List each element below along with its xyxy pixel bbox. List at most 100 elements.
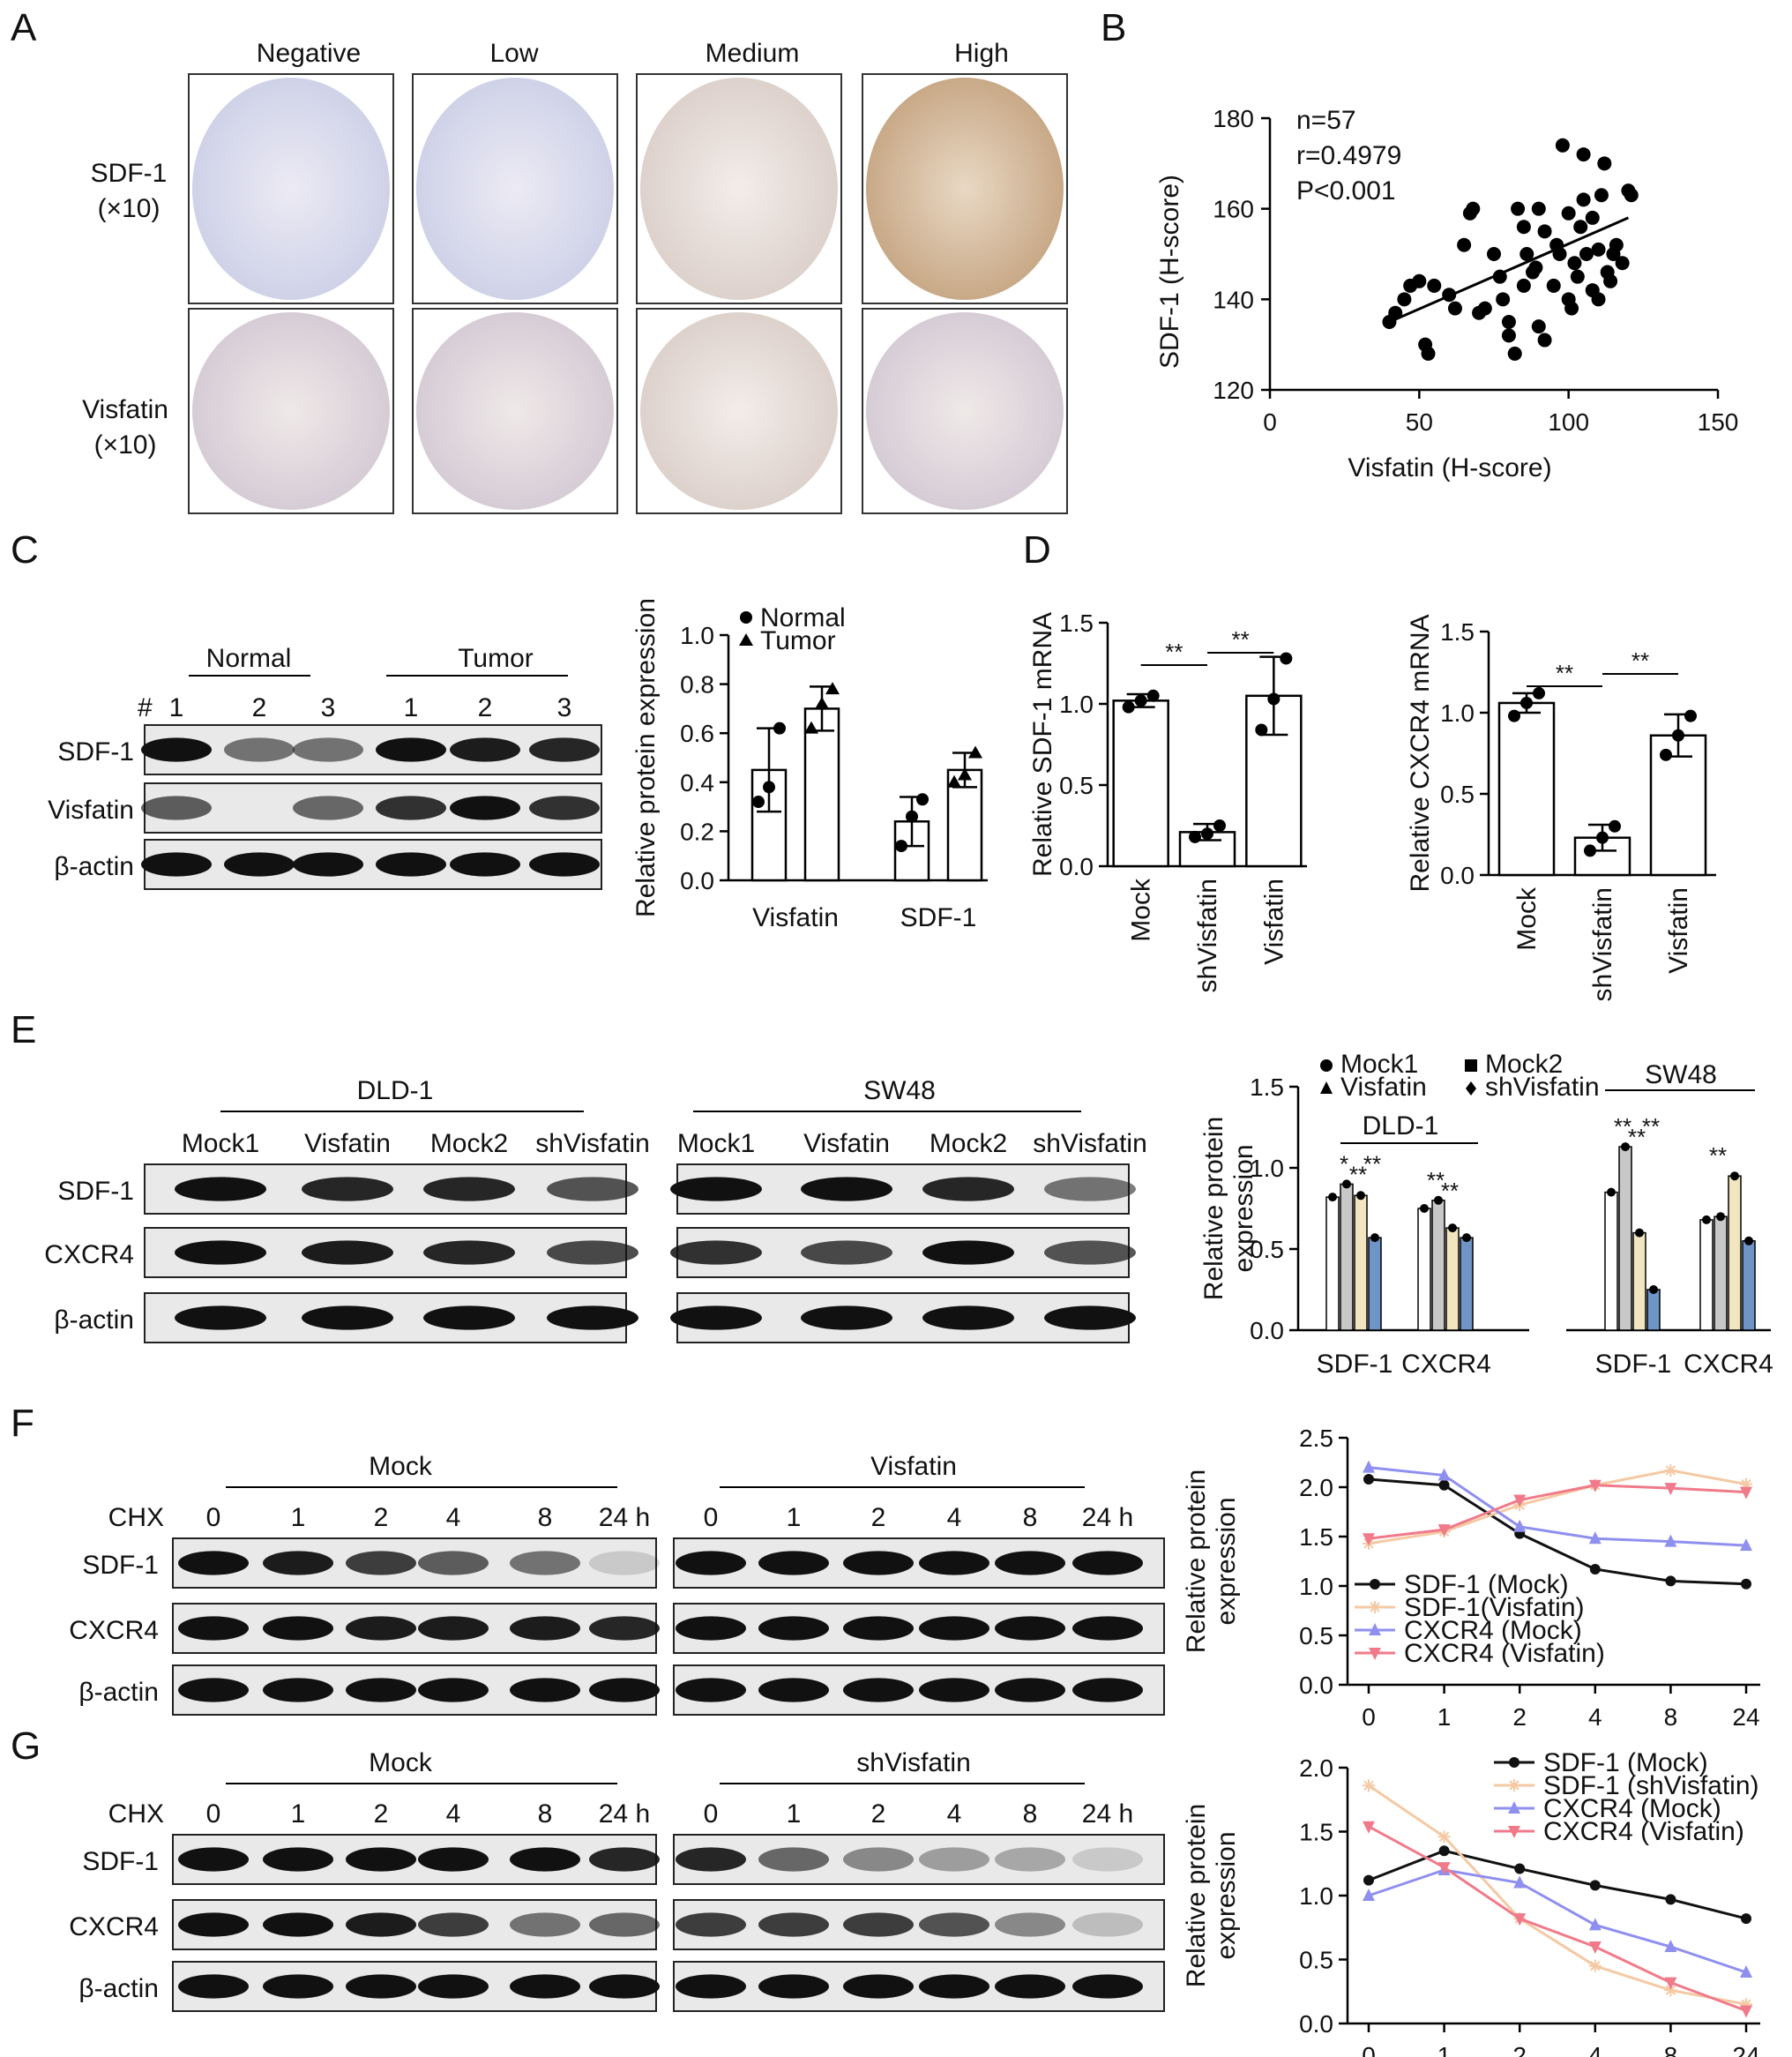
x-tick-label: 24 <box>1732 2042 1759 2057</box>
line-marker <box>1437 1468 1451 1481</box>
blot-band <box>589 1616 660 1641</box>
x-tick-label: Visfatin <box>1259 879 1288 965</box>
blot-band <box>919 1616 989 1641</box>
lane-label: 3 <box>321 693 336 722</box>
blot-band <box>1072 1551 1143 1575</box>
data-point <box>1584 844 1596 857</box>
blot-band <box>676 1616 746 1641</box>
y-tick-label: 140 <box>1213 286 1254 313</box>
line-marker <box>1508 1826 1520 1838</box>
legend-marker-normal <box>740 611 752 624</box>
line-marker <box>1437 1524 1451 1537</box>
lane-label: shVisfatin <box>1033 1129 1147 1158</box>
data-point <box>895 840 907 853</box>
group-label: Visfatin <box>870 1452 957 1481</box>
col-negative: Negative <box>257 39 361 68</box>
line-marker <box>1513 1494 1527 1507</box>
y-tick-label: 0.0 <box>1299 1672 1333 1699</box>
data-point <box>773 722 786 735</box>
lane-label: 8 <box>1023 1799 1038 1829</box>
legend-label: CXCR4 (Mock) <box>1543 1794 1721 1823</box>
line-marker <box>1514 1863 1526 1874</box>
row-label: β-actin <box>54 1305 134 1335</box>
scatter-point <box>1531 201 1546 216</box>
significance-label: * <box>1340 1150 1348 1177</box>
blot-band <box>178 1847 249 1872</box>
scatter-point <box>1496 292 1511 307</box>
blot-band <box>919 1678 989 1702</box>
y-axis-title: Relative protein <box>1182 1804 1211 1987</box>
y-tick-label: 1.0 <box>1440 699 1475 727</box>
y-axis-title: Relative SDF-1 mRNA <box>1028 612 1057 877</box>
x-tick-label: 8 <box>1664 2042 1678 2057</box>
data-point <box>1684 709 1697 722</box>
x-tick-label: 24 <box>1732 1703 1759 1731</box>
series-line <box>1368 1825 1747 2012</box>
data-point <box>804 721 818 734</box>
data-point <box>1649 1285 1658 1294</box>
legend-marker <box>1466 1081 1476 1096</box>
row-label: SDF-1 <box>57 737 134 767</box>
y-tick-label: 1.0 <box>680 622 714 649</box>
y-axis-title: Relative protein expression <box>631 598 661 917</box>
panel-b-scatter: 0 50 100 150 120 140 160 180 Visfatin (H-score) S… <box>1155 105 1738 482</box>
line-marker <box>1741 1578 1751 1590</box>
lane-label: Visfatin <box>304 1129 391 1158</box>
blot-band <box>510 1678 580 1702</box>
x-tick-label: Mock <box>1127 878 1156 942</box>
x-tick-label: Mock <box>1512 886 1542 951</box>
blot-band <box>995 1551 1065 1575</box>
scatter-point <box>1388 305 1403 320</box>
stat-annotation: r=0.4979 <box>1296 141 1401 170</box>
x-tick-label: SDF-1 <box>900 903 977 932</box>
line-marker <box>1588 1941 1602 1954</box>
y-tick-label: 0.4 <box>680 769 714 797</box>
blot-band <box>758 1847 829 1872</box>
y-tick-label: 1.5 <box>1299 1819 1333 1846</box>
line-marker <box>1664 1977 1677 1990</box>
panel-d-cxcr4-mrna-chart: 0.0 0.5 1.0 1.5 Mock shVisfatin Visfatin ** ** Re… <box>1406 614 1716 1002</box>
blot-band <box>263 1678 333 1702</box>
blot-band <box>450 737 520 762</box>
line-marker <box>1369 1623 1381 1635</box>
significance-label: ** <box>1642 1113 1660 1140</box>
lane-label: 2 <box>478 693 493 722</box>
scatter-point <box>1507 346 1522 361</box>
blot-band <box>547 1305 638 1330</box>
row-label: Visfatin <box>48 796 134 825</box>
data-point <box>752 796 765 809</box>
blot-band <box>178 1616 249 1641</box>
data-point <box>1596 831 1609 844</box>
y-axis-title: Relative CXCR4 mRNA <box>1406 614 1435 892</box>
blot-band <box>175 1305 266 1330</box>
scatter-point <box>1597 156 1612 171</box>
series-line <box>1368 1784 1747 2006</box>
line-marker <box>1588 1959 1602 1972</box>
blot-band <box>843 1974 914 1999</box>
bar <box>1604 1191 1618 1331</box>
legend-label: SDF-1 (Mock) <box>1404 1570 1569 1599</box>
blot-band <box>758 1974 829 1999</box>
lane-hash: # <box>138 693 153 722</box>
legend-label: SDF-1 (shVisfatin) <box>1543 1771 1759 1800</box>
blot-band <box>589 1912 660 1937</box>
line-marker <box>1740 1477 1752 1491</box>
blot-band <box>175 1177 266 1201</box>
blot-band <box>346 1616 416 1641</box>
blot-band <box>801 1240 892 1265</box>
scatter-point <box>1594 188 1609 203</box>
x-tick-label: Visfatin <box>1664 887 1693 974</box>
line-marker <box>1363 1779 1375 1792</box>
row-label: β-actin <box>78 1678 159 1707</box>
panel-a-ihc: Negative Low Medium High SDF-1 (×10) Vis… <box>82 39 1068 514</box>
lane-label: 8 <box>538 1799 553 1829</box>
bar <box>1742 1240 1756 1331</box>
blot-band <box>224 737 295 762</box>
scatter-point <box>1591 292 1606 307</box>
blot-band <box>995 1847 1065 1872</box>
blot-band <box>263 1912 333 1937</box>
group-label-normal: Normal <box>206 644 292 673</box>
scatter-point <box>1576 192 1591 207</box>
panel-label-g: G <box>11 1724 41 1768</box>
lane-label: 2 <box>374 1503 389 1532</box>
